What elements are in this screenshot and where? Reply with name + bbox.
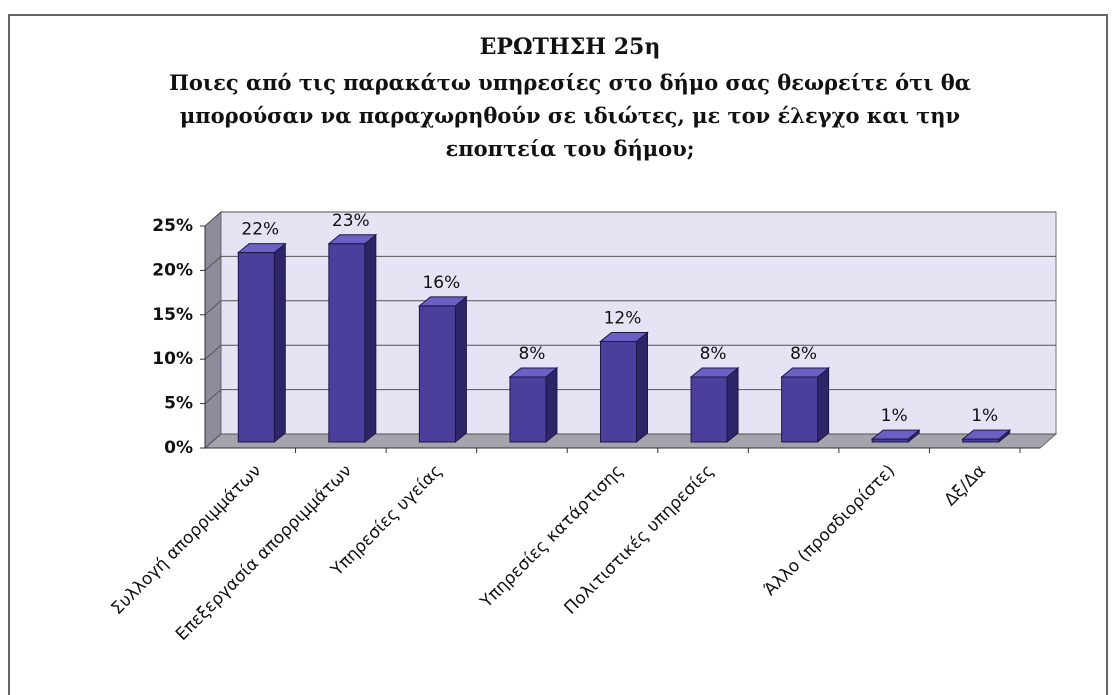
data-label: 12% [604,308,642,328]
bar-front [328,243,366,443]
bar-front [871,438,909,443]
bar-front [509,376,547,443]
bar-side [726,366,739,444]
bar-front [962,438,1000,443]
chart-title: ΕΡΩΤΗΣΗ 25η [479,34,661,60]
x-tick-label: Υπηρεσίες κατάρτισης [476,461,628,613]
bar-side [636,331,648,444]
bar [689,366,740,444]
x-tick-label: Δξ/Δα [941,461,990,510]
data-label: 23% [332,211,370,231]
bar-side [817,366,830,444]
y-tick-label: 25% [152,216,193,236]
grid-line [204,300,222,316]
bar [961,429,1012,444]
grid-line [204,256,222,271]
bar-front [690,376,728,443]
grid-line [204,211,222,227]
bar [417,295,468,444]
grid-line [204,344,222,360]
bar-side [273,242,286,444]
bar-front [237,252,275,443]
bar [780,366,831,444]
y-tick-label: 20% [152,260,193,280]
x-tick-label: Επεξεργασία απορριμμάτων [172,461,356,645]
y-tick-label: 15% [152,305,193,325]
grid-line [204,389,222,404]
bar [599,331,649,444]
y-tick-label: 10% [152,349,193,369]
data-label: 16% [422,273,460,293]
data-label: 1% [971,406,998,426]
data-label: 8% [700,344,727,364]
data-label: 22% [241,220,279,240]
side-wall [204,210,222,450]
bar-front [600,340,637,443]
bar [508,366,559,444]
y-tick-label: 0% [164,438,193,458]
grid-line [204,433,222,449]
bar [236,242,287,444]
x-tick-label: Πολιτιστικές υπηρεσίες [561,461,719,619]
bar-front [418,305,456,443]
chart-frame [8,14,1108,695]
y-tick-label: 5% [164,394,193,414]
data-label: 1% [881,406,908,426]
x-tick-label: Άλλο (προσδιορίστε) [760,461,899,600]
bar [870,429,921,444]
bar-side [545,366,558,444]
bar-front [781,376,819,443]
data-label: 8% [790,344,817,364]
bar [327,233,378,444]
bar-side [454,295,467,444]
x-tick-label: Συλλογή απορριμμάτων [107,461,265,619]
data-label: 8% [518,344,545,364]
bar-side [364,233,377,444]
chart-subtitle: Ποιες από τις παρακάτω υπηρεσίες στο δήμ… [169,70,971,161]
